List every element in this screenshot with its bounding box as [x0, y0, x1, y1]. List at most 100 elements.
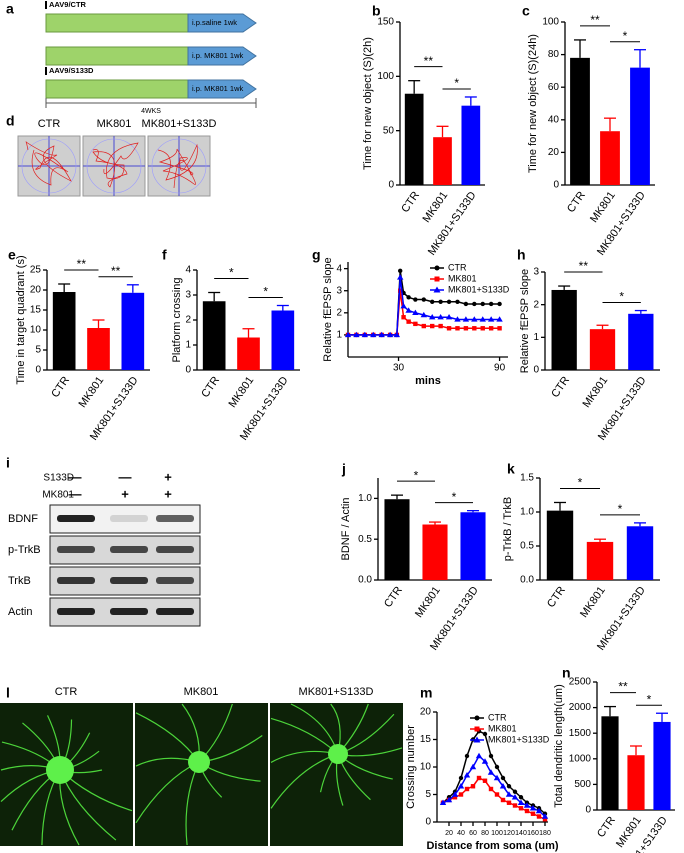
- blot-band: [57, 608, 95, 615]
- significance-label: *: [454, 76, 459, 90]
- panel-label: e: [8, 247, 16, 263]
- marker: [518, 806, 524, 811]
- y-tick-label: 2500: [569, 677, 592, 688]
- bar: [630, 67, 650, 185]
- marker: [386, 331, 394, 338]
- marker: [472, 326, 477, 331]
- marker: [421, 323, 426, 329]
- neuron-image: [135, 703, 268, 846]
- bar: [271, 310, 295, 370]
- bar: [461, 105, 481, 185]
- treatment-label: i.p. MK801 1wk: [192, 84, 244, 93]
- marker: [437, 314, 444, 320]
- marker: [393, 331, 401, 338]
- marker: [482, 731, 488, 737]
- marker: [497, 301, 502, 307]
- marker: [512, 789, 518, 794]
- y-tick-label: 0.0: [520, 575, 534, 586]
- blot-band: [110, 608, 148, 615]
- y-tick-label: 2: [185, 315, 191, 326]
- marker: [446, 299, 452, 304]
- legend-label: MK801: [448, 273, 477, 283]
- bar: [653, 721, 671, 810]
- marker: [420, 311, 427, 318]
- marker: [430, 323, 435, 329]
- y-tick-label: 3: [185, 290, 191, 301]
- y-axis-label: Platform crossing: [171, 278, 183, 363]
- blot-band: [57, 515, 95, 522]
- panel-label: m: [420, 685, 432, 701]
- x-axis-label: Distance from soma (um): [426, 840, 558, 852]
- marker: [405, 307, 412, 313]
- marker: [434, 265, 440, 271]
- significance-label: *: [619, 290, 624, 304]
- blot-row-label: MK801: [42, 490, 74, 501]
- bar: [570, 57, 590, 185]
- blot-band: [57, 577, 95, 584]
- y-axis-label: Crossing number: [405, 725, 417, 809]
- maze-pool: [21, 138, 77, 194]
- marker: [523, 802, 531, 808]
- y-axis-label: Relative fEPSP slope: [519, 269, 531, 373]
- y-tick-label: 150: [377, 17, 394, 28]
- y-tick-label: 500: [574, 779, 591, 790]
- treatment-label: i.p.saline 1wk: [192, 18, 237, 27]
- soma: [328, 744, 348, 764]
- marker: [488, 326, 494, 331]
- y-axis-label: Relative fEPSP slope: [322, 257, 334, 361]
- marker: [454, 316, 461, 322]
- marker: [517, 799, 525, 805]
- x-tick-label: 180: [539, 830, 551, 837]
- blot-band: [110, 577, 148, 584]
- x-tick-label: CTR: [49, 374, 72, 399]
- y-tick-label: 100: [542, 17, 559, 28]
- x-tick-label: 20: [445, 830, 453, 837]
- marker: [535, 807, 543, 814]
- y-tick-label: 0: [425, 817, 431, 828]
- significance-label: **: [77, 257, 87, 271]
- y-tick-label: 15: [30, 305, 42, 316]
- marker: [479, 316, 486, 322]
- panel-label: i: [6, 455, 10, 471]
- marker: [397, 274, 404, 280]
- marker: [494, 764, 500, 770]
- panel-label: j: [341, 461, 346, 477]
- panel-label: n: [562, 665, 571, 681]
- panel-label: h: [517, 247, 526, 263]
- marker: [511, 794, 519, 800]
- x-tick-label: CTR: [399, 189, 422, 214]
- x-tick-label: 90: [494, 363, 506, 374]
- marker: [463, 326, 469, 331]
- y-tick-label: 1000: [569, 753, 592, 764]
- y-tick-label: 0.5: [358, 534, 372, 545]
- marker: [473, 736, 481, 743]
- marker: [496, 316, 503, 322]
- x-tick-label: 60: [469, 830, 477, 837]
- marker: [474, 726, 480, 732]
- y-tick-label: 3: [533, 267, 539, 278]
- marker: [433, 286, 441, 293]
- y-tick-label: 25: [30, 265, 42, 276]
- x-tick-label: 40: [457, 830, 465, 837]
- legend-label: CTR: [488, 712, 507, 722]
- marker: [487, 769, 495, 775]
- marker: [458, 792, 464, 797]
- y-tick-label: 1: [185, 340, 191, 351]
- y-tick-label: 15: [420, 734, 432, 745]
- bar: [121, 292, 145, 370]
- x-tick-label: 120: [503, 830, 515, 837]
- maze-label: CTR: [38, 118, 61, 130]
- y-tick-label: 2: [336, 307, 342, 318]
- panel-label: d: [6, 113, 15, 129]
- x-tick-label: CTR: [199, 374, 222, 399]
- panel-label: a: [6, 1, 14, 17]
- marker: [445, 796, 453, 803]
- legend-label: CTR: [448, 262, 467, 272]
- x-tick-label: MK801: [421, 190, 451, 225]
- x-tick-label: MK801: [581, 375, 611, 410]
- marker: [353, 331, 360, 338]
- neuron-label: MK801+S133D: [299, 686, 374, 698]
- blot-band: [156, 515, 194, 522]
- y-tick-label: 20: [30, 285, 42, 296]
